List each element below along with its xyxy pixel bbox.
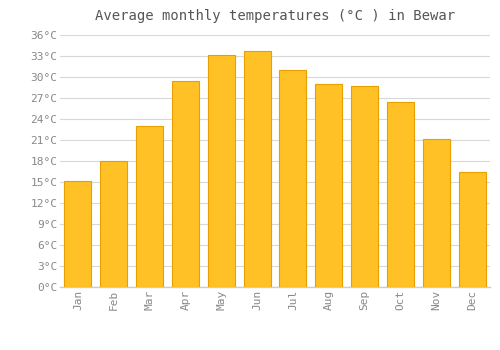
Bar [387,102,414,287]
Bar [208,55,234,287]
Bar [316,84,342,287]
Title: Average monthly temperatures (°C ) in Bewar: Average monthly temperatures (°C ) in Be… [95,9,455,23]
Bar [172,80,199,287]
Bar [423,139,450,287]
Bar [64,181,92,287]
Bar [280,70,306,287]
Bar [244,51,270,287]
Bar [458,172,485,287]
Bar [351,86,378,287]
Bar [136,126,163,287]
Bar [100,161,127,287]
